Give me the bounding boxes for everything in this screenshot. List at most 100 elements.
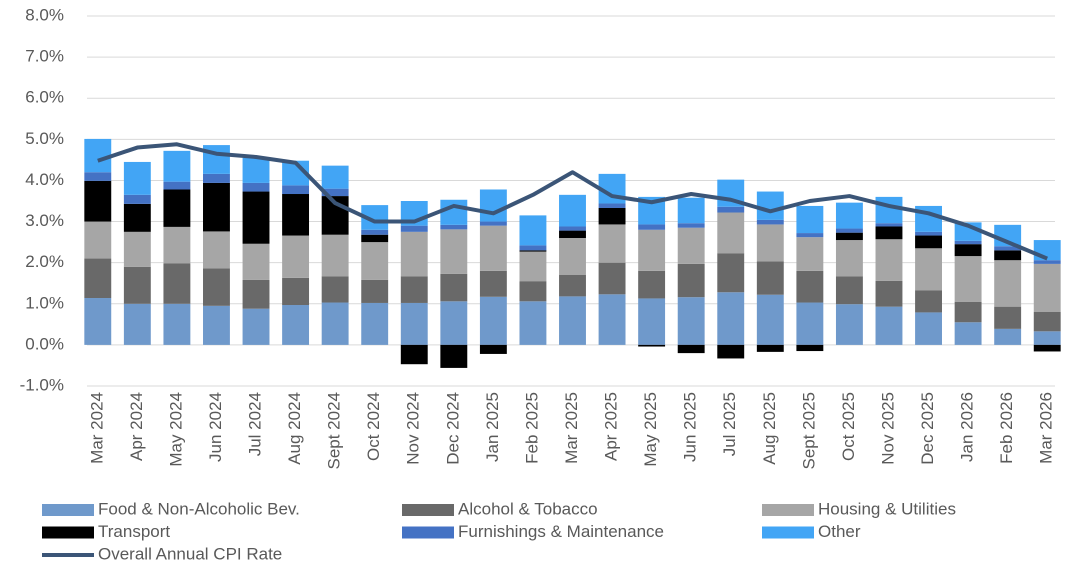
bar-segment xyxy=(84,221,112,259)
bar-segment xyxy=(400,344,428,365)
bar-segment xyxy=(875,280,903,307)
bar-segment xyxy=(519,245,547,251)
bar-segment xyxy=(677,227,705,264)
bar-segment xyxy=(321,234,349,277)
bar-segment xyxy=(994,260,1022,307)
bar-segment xyxy=(242,279,270,309)
bar-segment xyxy=(756,294,784,345)
bar-segment xyxy=(479,270,507,297)
bar-segment xyxy=(123,231,151,267)
legend-swatch xyxy=(402,504,454,516)
x-tick-label: Dec 2024 xyxy=(443,392,462,465)
legend-label: Overall Annual CPI Rate xyxy=(98,544,282,563)
y-tick-label: 8.0% xyxy=(25,5,64,24)
legend-swatch xyxy=(42,526,94,539)
x-tick-label: May 2024 xyxy=(166,392,185,467)
bar-segment xyxy=(638,344,666,347)
bar-segment xyxy=(835,228,863,233)
legend-swatch xyxy=(402,526,454,539)
bar-segment xyxy=(638,224,666,230)
bar-segment xyxy=(559,275,586,297)
x-tick-label: May 2025 xyxy=(641,392,660,467)
x-tick-label: Jan 2026 xyxy=(958,392,977,462)
bar-segment xyxy=(559,226,586,231)
y-tick-label: 0.0% xyxy=(25,334,64,353)
y-tick-label: 6.0% xyxy=(25,88,64,107)
bar-segment xyxy=(875,239,903,281)
bar-segment xyxy=(559,194,586,227)
bar-segment xyxy=(123,266,151,304)
bar-segment xyxy=(796,270,824,303)
x-tick-label: Oct 2024 xyxy=(364,392,383,461)
legend-label: Transport xyxy=(98,522,170,541)
bar-segment xyxy=(915,312,942,345)
bar-segment xyxy=(440,301,468,345)
bar-segment xyxy=(282,194,310,236)
x-tick-label: Mar 2026 xyxy=(1037,392,1056,464)
bar-segment xyxy=(203,145,230,174)
legend-label: Food & Non-Alcoholic Bev. xyxy=(98,499,300,518)
legend-label: Alcohol & Tobacco xyxy=(458,499,598,518)
bar-segment xyxy=(440,199,468,225)
x-tick-label: Dec 2025 xyxy=(918,392,937,465)
bar-segment xyxy=(677,344,705,354)
bar-segment xyxy=(915,248,942,291)
x-tick-label: Aug 2025 xyxy=(760,392,779,465)
bar-segment xyxy=(163,150,191,182)
bar-segment xyxy=(994,306,1022,329)
y-tick-label: 4.0% xyxy=(25,170,64,189)
bar-segment xyxy=(954,240,982,245)
bar-segment xyxy=(1033,312,1061,332)
bar-segment xyxy=(915,290,942,313)
x-tick-label: Aug 2024 xyxy=(285,392,304,465)
y-tick-label: 7.0% xyxy=(25,47,64,66)
bar-segment xyxy=(796,205,824,234)
legend-swatch xyxy=(762,504,814,516)
legend-swatch xyxy=(762,526,814,539)
bar-segment xyxy=(361,234,389,243)
bar-segment xyxy=(400,276,428,303)
bar-segment xyxy=(479,221,507,226)
bar-segment xyxy=(519,301,547,345)
bar-segment xyxy=(677,297,705,345)
bar-segment xyxy=(361,242,389,280)
x-tick-label: Sept 2024 xyxy=(325,392,344,470)
bar-segment xyxy=(559,230,586,238)
bar-segment xyxy=(163,189,191,227)
bar-segment xyxy=(163,181,191,190)
bar-segment xyxy=(994,250,1022,261)
bar-segment xyxy=(559,238,586,275)
bar-segment xyxy=(994,246,1022,251)
bar-segment xyxy=(598,203,626,208)
bar-segment xyxy=(598,207,626,225)
bar-segment xyxy=(361,279,389,303)
bar-segment xyxy=(954,322,982,345)
bar-segment xyxy=(717,292,745,345)
bar-segment xyxy=(915,231,942,236)
x-tick-label: Jul 2025 xyxy=(720,392,739,456)
x-tick-label: Apr 2025 xyxy=(602,392,621,461)
bar-segment xyxy=(282,277,310,306)
bar-segment xyxy=(835,304,863,345)
bar-segment xyxy=(321,188,349,197)
x-tick-label: Jul 2024 xyxy=(246,392,265,456)
legend-label: Furnishings & Maintenance xyxy=(458,522,664,541)
bar-segment xyxy=(994,328,1022,345)
bar-segment xyxy=(756,191,784,220)
bar-segment xyxy=(559,296,586,345)
bar-segment xyxy=(796,237,824,271)
x-tick-label: Feb 2026 xyxy=(997,392,1016,464)
bar-segment xyxy=(519,250,547,252)
bar-segment xyxy=(796,302,824,345)
bar-segment xyxy=(282,235,310,278)
bar-segment xyxy=(440,229,468,274)
bar-segment xyxy=(242,182,270,192)
bar-segment xyxy=(440,273,468,302)
bar-segment xyxy=(282,185,310,195)
y-tick-label: 1.0% xyxy=(25,293,64,312)
bar-segment xyxy=(519,281,547,302)
x-tick-label: Jun 2025 xyxy=(681,392,700,462)
bar-segment xyxy=(717,212,745,254)
bar-segment xyxy=(915,235,942,249)
